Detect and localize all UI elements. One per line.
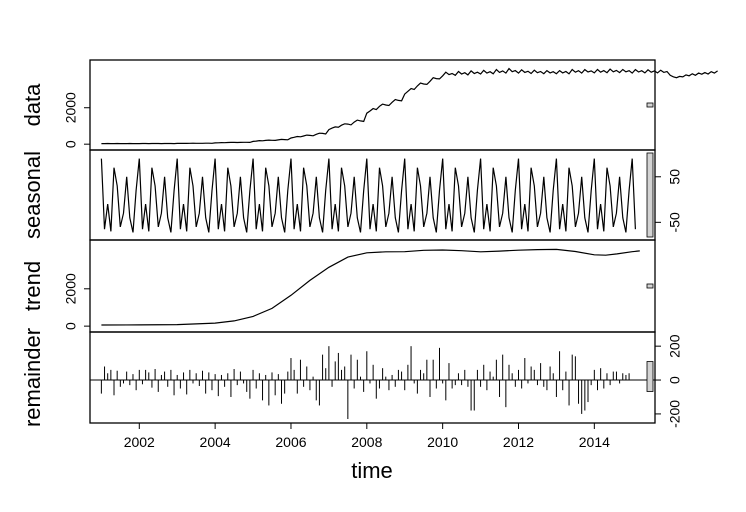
scale-bar-seasonal	[646, 152, 654, 238]
panel-trend: 0 2000 trend	[20, 239, 656, 333]
series-line-data	[101, 67, 718, 145]
panel-remainder: -200 0 200 remainder	[20, 328, 683, 428]
x-tick-label: 2006	[275, 434, 306, 450]
scale-bar-remainder	[646, 361, 654, 392]
panel-title-seasonal: seasonal	[20, 151, 45, 239]
panels-group: 0 2000 data -50 50 seasonal 0 2000 trend -200 0 200…	[20, 59, 718, 428]
x-tick-label: 2012	[503, 434, 534, 450]
y-tick-label-remainder: 200	[667, 334, 683, 358]
y-tick-label-trend: 2000	[63, 273, 79, 304]
panel-frame-seasonal	[89, 149, 656, 241]
y-tick-label-data: 0	[63, 140, 79, 148]
y-tick-label-seasonal: -50	[667, 212, 683, 232]
panel-frame-remainder	[89, 331, 656, 424]
panel-seasonal: -50 50 seasonal	[20, 149, 683, 241]
x-tick-label: 2008	[351, 434, 382, 450]
x-tick-label: 2014	[579, 434, 610, 450]
panel-title-data: data	[20, 83, 45, 127]
x-axis: 2002 2004 2006 2008 2010 2012 2014	[124, 423, 610, 450]
y-tick-label-remainder: 0	[667, 376, 683, 384]
y-tick-label-trend: 0	[63, 322, 79, 330]
series-line-seasonal	[100, 158, 636, 233]
x-tick-label: 2002	[124, 434, 155, 450]
x-tick-label: 2004	[200, 434, 231, 450]
x-axis-title: time	[351, 458, 393, 483]
y-tick-label-data: 2000	[63, 92, 79, 123]
panel-data: 0 2000 data	[20, 59, 718, 151]
scale-bar-trend	[646, 283, 654, 289]
panel-frame-data	[89, 59, 656, 151]
panel-frame-trend	[89, 239, 656, 333]
y-tick-label-seasonal: 50	[667, 169, 683, 185]
series-line-trend	[101, 248, 640, 326]
y-tick-label-remainder: -200	[667, 400, 683, 428]
scale-bar-data	[646, 102, 654, 108]
panel-title-trend: trend	[20, 261, 45, 311]
x-tick-label: 2010	[427, 434, 458, 450]
panel-title-remainder: remainder	[20, 328, 45, 427]
